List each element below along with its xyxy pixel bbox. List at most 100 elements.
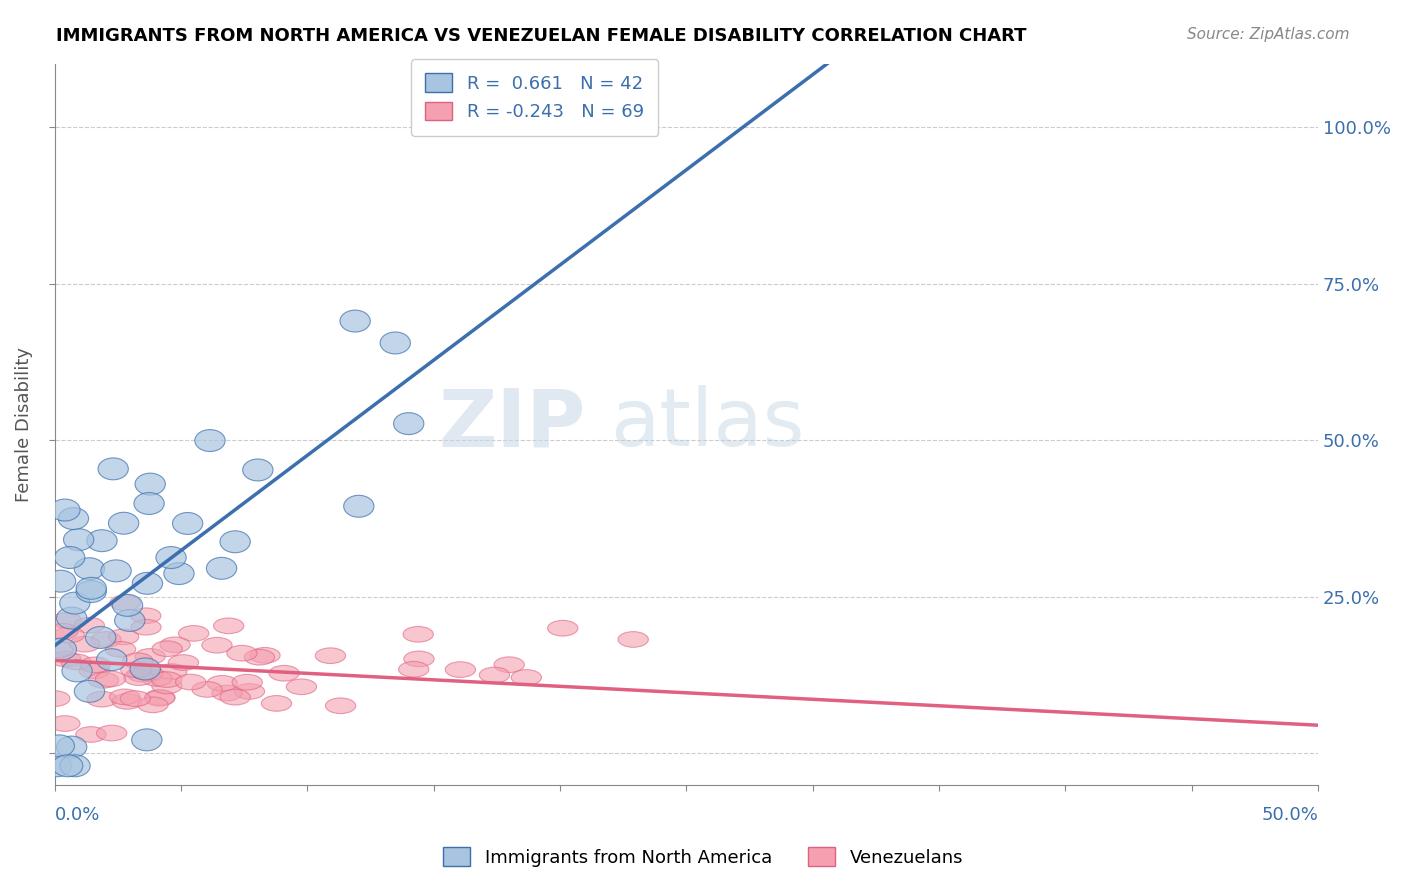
Ellipse shape [49, 715, 80, 731]
Text: ZIP: ZIP [439, 385, 585, 464]
Ellipse shape [404, 626, 433, 642]
Ellipse shape [173, 513, 202, 534]
Ellipse shape [343, 495, 374, 517]
Ellipse shape [53, 627, 84, 643]
Ellipse shape [219, 690, 250, 705]
Ellipse shape [269, 665, 299, 681]
Ellipse shape [179, 625, 209, 641]
Ellipse shape [96, 671, 125, 687]
Ellipse shape [195, 430, 225, 451]
Ellipse shape [122, 653, 153, 668]
Ellipse shape [98, 458, 128, 480]
Ellipse shape [479, 667, 509, 682]
Ellipse shape [135, 473, 166, 495]
Ellipse shape [110, 689, 139, 705]
Ellipse shape [512, 670, 541, 685]
Ellipse shape [547, 620, 578, 636]
Ellipse shape [138, 697, 169, 713]
Ellipse shape [226, 646, 257, 661]
Ellipse shape [380, 332, 411, 354]
Ellipse shape [52, 755, 83, 777]
Ellipse shape [108, 629, 139, 645]
Ellipse shape [404, 651, 434, 666]
Legend: R =  0.661   N = 42, R = -0.243   N = 69: R = 0.661 N = 42, R = -0.243 N = 69 [411, 59, 658, 136]
Ellipse shape [398, 662, 429, 677]
Ellipse shape [132, 729, 162, 751]
Ellipse shape [49, 500, 80, 521]
Ellipse shape [156, 547, 186, 568]
Ellipse shape [44, 641, 73, 657]
Ellipse shape [176, 674, 205, 690]
Ellipse shape [250, 648, 280, 663]
Text: 50.0%: 50.0% [1261, 806, 1319, 824]
Ellipse shape [76, 581, 107, 602]
Ellipse shape [58, 508, 89, 530]
Text: Source: ZipAtlas.com: Source: ZipAtlas.com [1187, 27, 1350, 42]
Ellipse shape [245, 649, 274, 665]
Ellipse shape [62, 660, 93, 681]
Ellipse shape [145, 690, 174, 706]
Ellipse shape [105, 641, 136, 657]
Text: atlas: atlas [610, 385, 804, 464]
Ellipse shape [52, 613, 82, 628]
Ellipse shape [51, 651, 82, 667]
Y-axis label: Female Disability: Female Disability [15, 347, 32, 502]
Ellipse shape [235, 683, 264, 699]
Ellipse shape [287, 679, 316, 695]
Ellipse shape [120, 690, 150, 706]
Ellipse shape [619, 632, 648, 648]
Ellipse shape [202, 638, 232, 653]
Ellipse shape [243, 459, 273, 481]
Ellipse shape [110, 595, 141, 611]
Ellipse shape [394, 413, 423, 434]
Legend: Immigrants from North America, Venezuelans: Immigrants from North America, Venezuela… [436, 840, 970, 874]
Ellipse shape [325, 698, 356, 714]
Ellipse shape [169, 655, 198, 671]
Ellipse shape [56, 607, 87, 629]
Ellipse shape [112, 594, 142, 616]
Ellipse shape [48, 624, 77, 639]
Ellipse shape [55, 547, 84, 568]
Ellipse shape [75, 617, 104, 633]
Ellipse shape [212, 685, 242, 701]
Ellipse shape [152, 640, 183, 657]
Text: IMMIGRANTS FROM NORTH AMERICA VS VENEZUELAN FEMALE DISABILITY CORRELATION CHART: IMMIGRANTS FROM NORTH AMERICA VS VENEZUE… [56, 27, 1026, 45]
Ellipse shape [152, 678, 181, 694]
Ellipse shape [69, 636, 100, 652]
Ellipse shape [101, 560, 131, 582]
Ellipse shape [214, 618, 243, 633]
Ellipse shape [134, 492, 165, 515]
Ellipse shape [41, 755, 72, 777]
Ellipse shape [156, 664, 187, 680]
Ellipse shape [145, 690, 176, 706]
Ellipse shape [132, 665, 163, 681]
Ellipse shape [56, 736, 87, 758]
Ellipse shape [132, 573, 163, 594]
Ellipse shape [75, 558, 104, 580]
Ellipse shape [97, 648, 127, 671]
Ellipse shape [60, 654, 91, 670]
Ellipse shape [46, 638, 76, 660]
Ellipse shape [86, 626, 115, 648]
Ellipse shape [79, 663, 110, 679]
Ellipse shape [219, 531, 250, 553]
Ellipse shape [63, 529, 94, 550]
Ellipse shape [446, 662, 475, 677]
Ellipse shape [108, 512, 139, 534]
Ellipse shape [39, 690, 70, 706]
Ellipse shape [124, 670, 155, 685]
Ellipse shape [131, 619, 162, 635]
Ellipse shape [121, 662, 150, 678]
Ellipse shape [114, 609, 145, 632]
Ellipse shape [152, 672, 181, 688]
Text: 0.0%: 0.0% [55, 806, 100, 824]
Ellipse shape [59, 592, 90, 614]
Ellipse shape [76, 727, 105, 742]
Ellipse shape [131, 608, 160, 624]
Ellipse shape [160, 637, 190, 653]
Ellipse shape [131, 658, 160, 680]
Ellipse shape [87, 530, 117, 551]
Ellipse shape [207, 675, 238, 691]
Ellipse shape [97, 725, 127, 741]
Ellipse shape [127, 666, 157, 681]
